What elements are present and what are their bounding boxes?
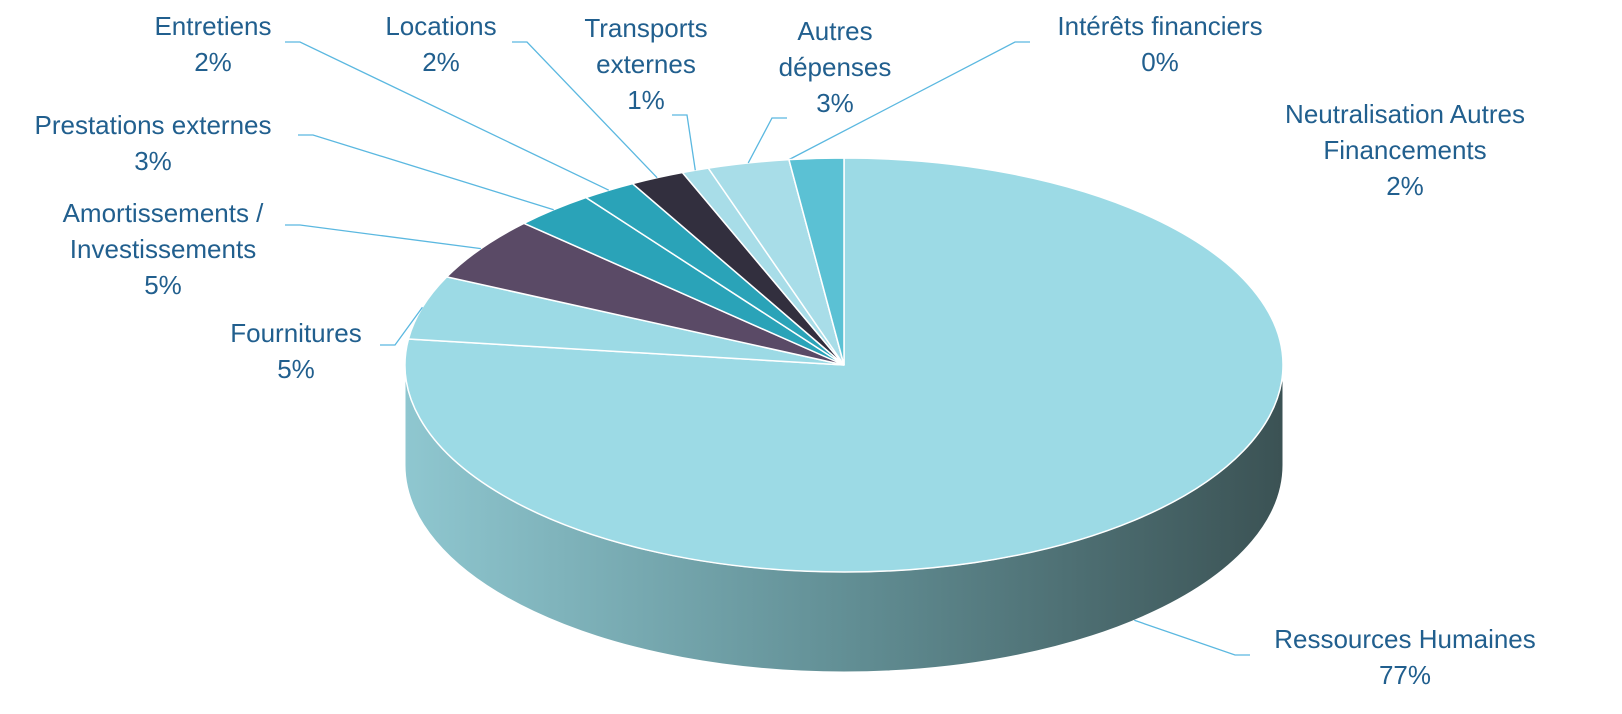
- leader-line: [285, 41, 610, 191]
- value-label: 5%: [144, 270, 182, 300]
- category-label: Ressources Humaines: [1274, 624, 1536, 654]
- value-label: 1%: [627, 85, 665, 115]
- category-label: Fournitures: [230, 318, 362, 348]
- label-line: Transports: [584, 13, 707, 43]
- pie-slice: [788, 157, 845, 366]
- leader-line: [512, 41, 658, 179]
- value-label: 5%: [277, 354, 315, 384]
- label-line: Entretiens: [154, 11, 271, 41]
- label-line: Prestations externes: [34, 110, 271, 140]
- label-line: Fournitures: [230, 318, 362, 348]
- value-label: 2%: [194, 47, 232, 77]
- value-label: 3%: [816, 88, 854, 118]
- label-line: Financements: [1323, 135, 1486, 165]
- category-label: Transports externes: [584, 13, 707, 79]
- leader-line: [285, 224, 481, 250]
- category-label: Amortissements / Investissements: [63, 198, 265, 264]
- pie-slice: [404, 157, 1284, 573]
- label-line: externes: [596, 49, 696, 79]
- category-label: Intérêts financiers: [1057, 11, 1262, 41]
- label-line: Investissements: [70, 234, 256, 264]
- category-label: Neutralisation Autres Financements: [1285, 99, 1525, 165]
- value-label: 2%: [422, 47, 460, 77]
- label-line: Amortissements /: [63, 198, 265, 228]
- category-label: Locations: [385, 11, 496, 41]
- label-line: Intérêts financiers: [1057, 11, 1262, 41]
- value-label: 2%: [1386, 171, 1424, 201]
- value-label: 0%: [1141, 47, 1179, 77]
- leader-line: [1134, 619, 1250, 656]
- value-label: 77%: [1379, 660, 1431, 690]
- leader-line: [672, 114, 696, 171]
- leader-line: [298, 134, 554, 211]
- category-label: Prestations externes: [34, 110, 271, 140]
- value-label: 3%: [134, 146, 172, 176]
- category-label: Entretiens: [154, 11, 271, 41]
- label-line: Ressources Humaines: [1274, 624, 1536, 654]
- leader-line: [380, 306, 423, 346]
- leader-line: [747, 117, 787, 164]
- leader-line: [788, 41, 1030, 161]
- label-line: Locations: [385, 11, 496, 41]
- label-line: dépenses: [779, 52, 892, 82]
- label-line: Autres: [797, 16, 872, 46]
- category-label: Autres dépenses: [779, 16, 892, 82]
- label-line: Neutralisation Autres: [1285, 99, 1525, 129]
